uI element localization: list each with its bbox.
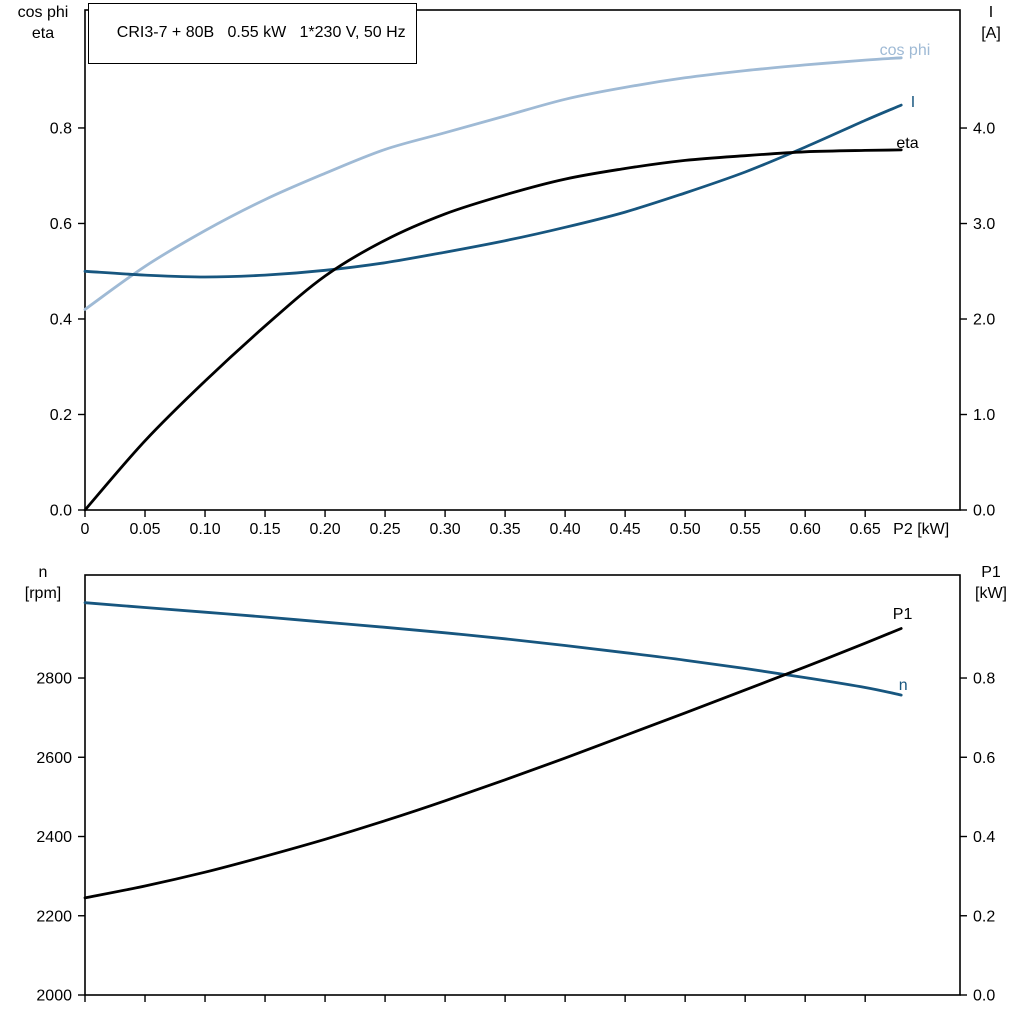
bottom-right-axis-title: P1 [kW] <box>958 562 1024 604</box>
series-curve-p1 <box>83 627 903 900</box>
x-tick-label: 0.30 <box>430 521 461 538</box>
left-tick-label: 0.4 <box>50 311 72 328</box>
power-axis-title-line1: P1 <box>981 564 1001 581</box>
series-label-i: I <box>911 94 915 111</box>
series-curve-eta <box>83 148 903 512</box>
series-label-p1: P1 <box>893 606 913 623</box>
series-label-n: n <box>899 677 908 694</box>
bottom-left-axis-title: n [rpm] <box>0 562 86 604</box>
x-tick-label: 0 <box>81 521 90 538</box>
right-axis-title-line2: [A] <box>981 25 1001 42</box>
right-tick-label: 0.6 <box>973 750 995 767</box>
x-tick-label: 0.40 <box>550 521 581 538</box>
right-tick-label: 0.0 <box>973 988 995 1005</box>
speed-axis-title-line2: [rpm] <box>24 585 62 602</box>
right-tick-label: 3.0 <box>973 216 995 233</box>
x-tick-label: 0.35 <box>490 521 521 538</box>
left-tick-label: 2000 <box>36 988 72 1005</box>
chart-title-box: CRI3-7 + 80B 0.55 kW 1*230 V, 50 Hz <box>88 3 417 64</box>
x-tick-label: 0.45 <box>610 521 641 538</box>
left-axis-title-line2: eta <box>31 25 55 42</box>
x-tick-label: 0.50 <box>670 521 701 538</box>
series-curve-i <box>83 103 903 279</box>
right-tick-label: 2.0 <box>973 312 995 329</box>
series-curve-n <box>83 601 903 697</box>
chart-title: CRI3-7 + 80B 0.55 kW 1*230 V, 50 Hz <box>116 24 406 41</box>
plot-frame-0 <box>84 9 961 511</box>
x-tick-label: 0.25 <box>369 521 400 538</box>
right-tick-label: 4.0 <box>973 121 995 138</box>
left-tick-label: 2800 <box>36 671 72 688</box>
x-tick-label: 0.20 <box>309 521 340 538</box>
x-tick-label: 0.60 <box>790 521 821 538</box>
right-tick-label: 0.2 <box>973 908 995 925</box>
top-left-axis-title: cos phi eta <box>0 2 86 44</box>
right-tick-label: 0.4 <box>973 829 995 846</box>
speed-axis-title-line1: n <box>38 564 48 581</box>
left-tick-label: 0.0 <box>50 503 72 520</box>
x-tick-label: 0.55 <box>730 521 761 538</box>
x-axis-unit-label: P2 [kW] <box>893 521 949 538</box>
x-tick-label: 0.05 <box>129 521 160 538</box>
left-tick-label: 0.2 <box>50 407 72 424</box>
x-tick-label: 0.65 <box>850 521 881 538</box>
right-tick-label: 0.0 <box>973 503 995 520</box>
left-tick-label: 2200 <box>36 908 72 925</box>
series-label-eta: eta <box>896 135 918 152</box>
right-tick-label: 0.8 <box>973 671 995 688</box>
right-tick-label: 1.0 <box>973 407 995 424</box>
right-axis-title-line1: I <box>988 4 994 21</box>
series-label-cos-phi: cos phi <box>880 42 931 59</box>
x-tick-label: 0.15 <box>249 521 280 538</box>
left-tick-label: 0.8 <box>50 120 72 137</box>
left-tick-label: 2400 <box>36 829 72 846</box>
top-right-axis-title: I [A] <box>958 2 1024 44</box>
plot-frame-1 <box>84 574 961 996</box>
left-axis-title-line1: cos phi <box>17 4 69 21</box>
series-curve-cos-phi <box>83 56 903 311</box>
x-tick-label: 0.10 <box>189 521 220 538</box>
left-tick-label: 0.6 <box>50 216 72 233</box>
power-axis-title-line2: [kW] <box>975 585 1007 602</box>
left-tick-label: 2600 <box>36 750 72 767</box>
